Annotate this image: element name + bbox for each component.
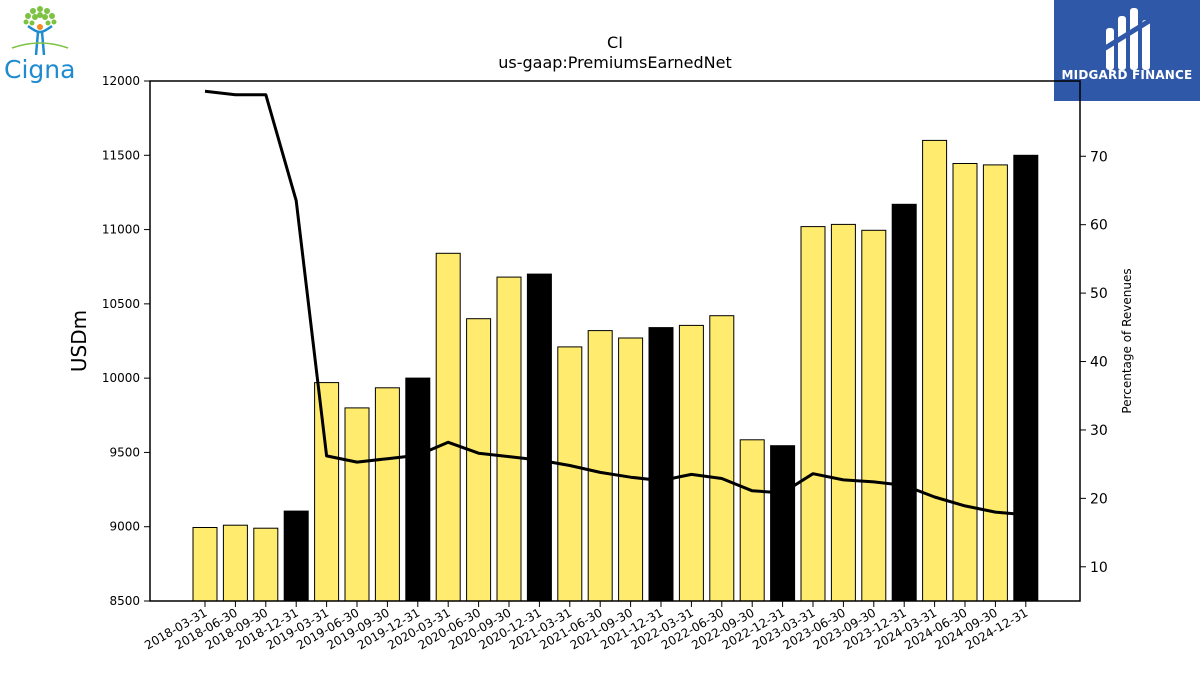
bar-2018-06-30 (222, 524, 248, 602)
bar-2023-03-31 (800, 226, 826, 602)
bar-2019-03-31 (314, 382, 340, 602)
bar-2019-12-31 (405, 377, 431, 602)
bar-group (192, 139, 1039, 602)
percentage-line (204, 89, 1026, 517)
bar-2019-09-30 (374, 387, 400, 602)
bar-2018-09-30 (253, 527, 279, 602)
y-tick-label: 9000 (109, 520, 140, 534)
y-tick-label: 10500 (102, 297, 140, 311)
bar-2021-09-30 (618, 337, 644, 602)
bar-2018-12-31 (283, 510, 309, 602)
bar-2022-06-30 (709, 315, 735, 602)
bar-2024-06-30 (952, 163, 978, 602)
bar-2020-06-30 (466, 318, 492, 602)
bar-2020-12-31 (526, 273, 552, 602)
bar-2021-12-31 (648, 327, 674, 602)
cigna-wordmark: Cigna (4, 55, 76, 84)
bar-2023-09-30 (861, 229, 887, 602)
bar-2020-09-30 (496, 276, 522, 602)
y2-axis-label: Percentage of Revenues (1120, 268, 1134, 413)
y2-tick-label: 50 (1090, 286, 1108, 302)
midgard-finance-logo: MIDGARD FINANCE (1054, 0, 1200, 101)
midgard-wordmark: MIDGARD FINANCE (1061, 68, 1193, 82)
bar-2023-12-31 (891, 203, 917, 602)
bar-2024-12-31 (1013, 154, 1039, 602)
bar-2022-12-31 (770, 445, 796, 602)
chart-subtitle: us-gaap:PremiumsEarnedNet (498, 53, 732, 72)
y-tick-label: 8500 (109, 594, 140, 608)
cigna-logo: Cigna (0, 0, 90, 95)
bar-2021-03-31 (557, 346, 583, 602)
line-group (204, 89, 1026, 517)
bar-2024-09-30 (982, 164, 1008, 602)
y2-tick-label: 60 (1090, 218, 1108, 234)
y2-tick-label: 40 (1090, 355, 1108, 371)
bar-2022-03-31 (678, 324, 704, 602)
plot-frame (149, 80, 1081, 602)
midgard-emblem-icon (1100, 8, 1156, 70)
bar-2022-09-30 (739, 439, 765, 602)
cigna-tree-icon (11, 6, 69, 56)
bar-2020-03-31 (435, 252, 461, 602)
y-tick-label: 10000 (102, 371, 140, 385)
y-tick-label: 9500 (109, 445, 140, 459)
y2-tick-label: 10 (1090, 560, 1108, 576)
y-tick-label: 12000 (102, 74, 140, 88)
bar-2019-06-30 (344, 407, 370, 602)
y2-tick-label: 20 (1090, 491, 1108, 507)
bar-2024-03-31 (922, 139, 948, 602)
bar-2023-06-30 (830, 223, 856, 602)
chart-title: CI (607, 33, 623, 52)
y2-tick-label: 30 (1090, 423, 1108, 439)
y-tick-label: 11000 (102, 223, 140, 237)
bar-2018-03-31 (192, 527, 218, 602)
y2-tick-label: 70 (1090, 149, 1108, 165)
y-tick-label: 11500 (102, 148, 140, 162)
y-axis-label: USDm (67, 310, 91, 372)
bar-2021-06-30 (587, 330, 613, 602)
